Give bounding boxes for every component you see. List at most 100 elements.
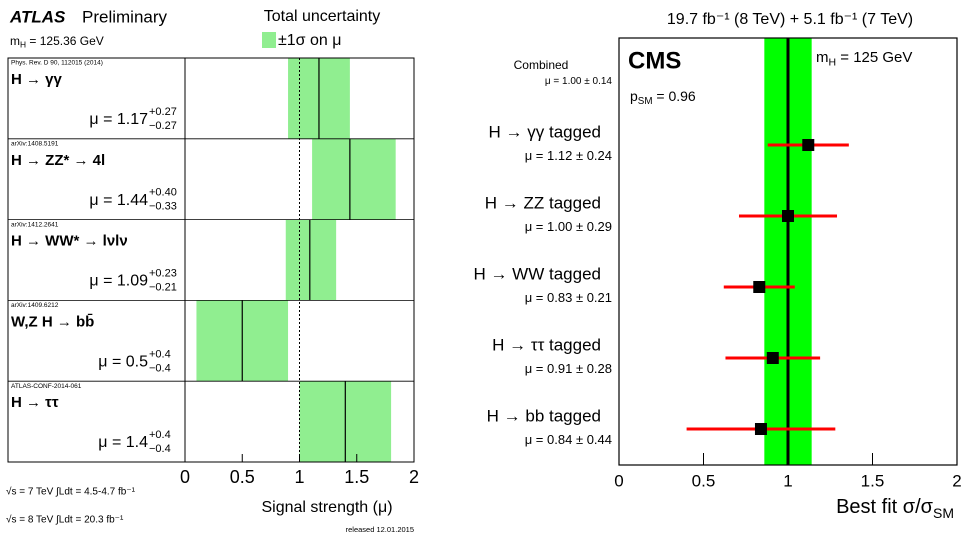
reference: Phys. Rev. D 90, 112015 (2014) bbox=[11, 60, 103, 67]
mass-label: mH = 125.36 GeV bbox=[10, 34, 104, 50]
err-minus: −0.4 bbox=[149, 443, 171, 455]
mu-prefix: μ = bbox=[89, 273, 116, 290]
status: Preliminary bbox=[82, 7, 168, 26]
channel-label: H → ττ tagged bbox=[492, 335, 601, 354]
frame bbox=[7, 57, 415, 463]
mass-label-sub: H bbox=[20, 40, 26, 50]
mass-label-main: m bbox=[10, 34, 20, 48]
title: 19.7 fb⁻¹ (8 TeV) + 5.1 fb⁻¹ (7 TeV) bbox=[667, 11, 913, 28]
legend-label: ±1σ on μ bbox=[278, 32, 341, 49]
p-label-main: p bbox=[630, 88, 638, 104]
marker bbox=[753, 281, 766, 293]
mu-prefix: μ = bbox=[525, 148, 547, 163]
legend-swatch bbox=[262, 32, 276, 48]
reference: arXiv:1408.5191 bbox=[11, 141, 59, 148]
mu-error: 0.24 bbox=[587, 148, 612, 163]
p-label: pSM = 0.96 bbox=[630, 88, 696, 107]
note: √s = 8 TeV ∫Ldt = 20.3 fb⁻¹ bbox=[6, 514, 124, 526]
mu-value: μ = 1.44 bbox=[89, 192, 148, 209]
mass-label: mH = 125 GeV bbox=[816, 49, 912, 68]
err-minus: −0.21 bbox=[149, 282, 177, 294]
x-axis-label-sub: SM bbox=[933, 505, 954, 521]
note: √s = 7 TeV ∫Ldt = 4.5-4.7 fb⁻¹ bbox=[6, 486, 136, 498]
marker bbox=[782, 210, 794, 222]
err-minus: −0.27 bbox=[149, 120, 177, 132]
x-tick-label: 1.5 bbox=[861, 471, 885, 490]
footer: released 12.01.2015 bbox=[346, 525, 414, 534]
mu-number: 0.84 bbox=[547, 432, 572, 447]
x-tick-label: 0 bbox=[180, 467, 190, 487]
mu-prefix: μ = bbox=[525, 290, 547, 305]
mu-number: 1.00 bbox=[562, 76, 582, 87]
mu-value: μ = 1.09 bbox=[89, 273, 148, 290]
err-plus: +0.27 bbox=[149, 106, 177, 118]
mass-label-rest: = 125 GeV bbox=[836, 49, 912, 66]
mu-prefix: μ = bbox=[545, 76, 562, 87]
mu-prefix: μ = bbox=[525, 219, 547, 234]
mu-number: 1.12 bbox=[547, 148, 572, 163]
mu-number: 1.17 bbox=[117, 111, 148, 128]
channel-label: W,Z H → bb̄ bbox=[11, 313, 94, 331]
mu-error: 0.29 bbox=[587, 219, 612, 234]
reference: arXiv:1409.6212 bbox=[11, 302, 59, 309]
err-minus: −0.33 bbox=[149, 201, 177, 213]
mu-value: μ = 1.17 bbox=[89, 111, 148, 128]
mu-prefix: μ = bbox=[89, 192, 116, 209]
mu-prefix: μ = bbox=[89, 111, 116, 128]
p-label-sub: SM bbox=[638, 96, 653, 107]
x-tick-label: 2 bbox=[409, 467, 419, 487]
mass-label-sub: H bbox=[829, 56, 837, 68]
pm: ± bbox=[572, 432, 586, 447]
err-minus: −0.4 bbox=[149, 362, 171, 374]
uncertainty-band bbox=[285, 219, 337, 301]
mu-prefix: μ = bbox=[98, 354, 125, 371]
marker bbox=[766, 352, 779, 364]
err-plus: +0.4 bbox=[149, 429, 171, 441]
channel-label: H → γγ tagged bbox=[489, 122, 601, 141]
err-plus: +0.40 bbox=[149, 187, 177, 199]
channel-label: H → ZZ tagged bbox=[485, 193, 601, 212]
reference: arXiv:1412.2641 bbox=[11, 221, 59, 228]
mu-number: 1.09 bbox=[117, 273, 148, 290]
x-axis-label-main: Best fit σ/σ bbox=[836, 496, 934, 518]
mu-error: 0.28 bbox=[587, 361, 612, 376]
channel-label: H → ττ bbox=[11, 394, 59, 411]
x-tick-label: 0.5 bbox=[230, 467, 255, 487]
mu-number: 1.44 bbox=[117, 192, 148, 209]
experiment: CMS bbox=[628, 47, 681, 74]
mu-prefix: μ = bbox=[98, 434, 125, 451]
x-axis-label: Best fit σ/σSM bbox=[836, 496, 954, 520]
marker bbox=[754, 423, 767, 435]
mass-label-rest: = 125.36 GeV bbox=[26, 34, 104, 48]
experiment: ATLAS bbox=[9, 7, 66, 26]
mu-value: μ = 0.84 ± 0.44 bbox=[525, 432, 612, 447]
err-plus: +0.4 bbox=[149, 348, 171, 360]
channel-label: H → ZZ* → 4l bbox=[11, 152, 105, 169]
uncertainty-band bbox=[312, 138, 396, 220]
x-tick-label: 1 bbox=[783, 471, 792, 490]
mu-value: μ = 0.83 ± 0.21 bbox=[525, 290, 612, 305]
x-axis-label: Signal strength (μ) bbox=[261, 499, 392, 516]
mu-number: 1.00 bbox=[547, 219, 572, 234]
mu-value: μ = 1.4 bbox=[98, 434, 148, 451]
mu-error: 0.21 bbox=[587, 290, 612, 305]
pm: ± bbox=[572, 361, 586, 376]
mu-number: 1.4 bbox=[126, 434, 148, 451]
err-plus: +0.23 bbox=[149, 268, 177, 280]
channel-label: H → WW* → lνlν bbox=[11, 233, 128, 250]
x-tick-label: 2 bbox=[952, 471, 961, 490]
mu-prefix: μ = bbox=[525, 361, 547, 376]
x-tick-label: 1.5 bbox=[344, 467, 369, 487]
x-tick-label: 1 bbox=[294, 467, 304, 487]
channel-label: H → bb tagged bbox=[487, 406, 601, 425]
pm: ± bbox=[572, 290, 586, 305]
pm: ± bbox=[572, 148, 586, 163]
pm: ± bbox=[581, 76, 592, 87]
mu-value: μ = 0.5 bbox=[98, 354, 148, 371]
combined-mu: μ = 1.00 ± 0.14 bbox=[545, 76, 613, 87]
mu-error: 0.14 bbox=[593, 76, 613, 87]
reference: ATLAS-CONF-2014-061 bbox=[11, 383, 82, 390]
mu-value: μ = 1.00 ± 0.29 bbox=[525, 219, 612, 234]
mass-label-main: m bbox=[816, 49, 829, 66]
